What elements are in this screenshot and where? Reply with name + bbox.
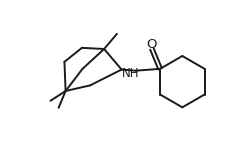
- Text: O: O: [147, 38, 157, 51]
- Text: NH: NH: [122, 67, 139, 80]
